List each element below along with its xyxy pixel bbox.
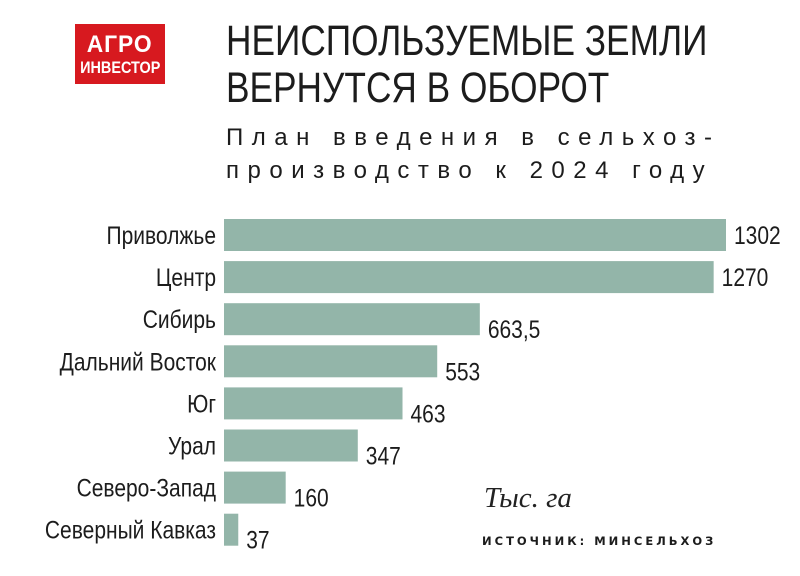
chart-title: НЕИСПОЛЬЗУЕМЫЕ ЗЕМЛИ ВЕРНУТСЯ В ОБОРОТ (226, 17, 708, 112)
value-label: 160 (294, 484, 329, 512)
value-label: 1302 (734, 221, 781, 249)
bar (224, 303, 480, 336)
bar (224, 471, 286, 504)
unit-label: Тыс. га (484, 482, 572, 514)
chart-subtitle: План введения в сельхоз- производство к … (226, 121, 786, 187)
subtitle-line-1: План введения в сельхоз- (226, 124, 721, 151)
value-label: 37 (246, 526, 269, 554)
agroinvestor-logo: АГРО ИНВЕСТОР (75, 24, 165, 84)
category-label: Дальний Восток (60, 348, 217, 376)
category-label: Северный Кавказ (45, 516, 216, 544)
title-line-2: ВЕРНУТСЯ В ОБОРОТ (226, 64, 610, 112)
logo-line-1: АГРО (87, 30, 153, 58)
bar (224, 261, 714, 294)
bar (224, 429, 358, 462)
value-label: 553 (445, 358, 480, 386)
category-label: Юг (187, 390, 216, 418)
value-label: 1270 (722, 263, 769, 291)
value-label: 347 (366, 442, 401, 470)
subtitle-line-2: производство к 2024 году (226, 157, 714, 184)
category-label: Приволжье (106, 221, 216, 249)
bar (224, 345, 438, 378)
bar (224, 513, 239, 546)
category-label: Северо-Запад (77, 474, 217, 502)
value-label: 463 (411, 400, 446, 428)
value-label: 663,5 (488, 315, 541, 343)
logo-line-2: ИНВЕСТОР (79, 57, 161, 77)
category-label: Центр (156, 263, 216, 291)
source-label: ИСТОЧНИК: МИНСЕЛЬХОЗ (482, 534, 717, 548)
category-label: Урал (168, 432, 216, 460)
bar (224, 387, 403, 420)
category-label: Сибирь (143, 305, 216, 333)
title-line-1: НЕИСПОЛЬЗУЕМЫЕ ЗЕМЛИ (226, 17, 708, 65)
bar (224, 219, 726, 251)
